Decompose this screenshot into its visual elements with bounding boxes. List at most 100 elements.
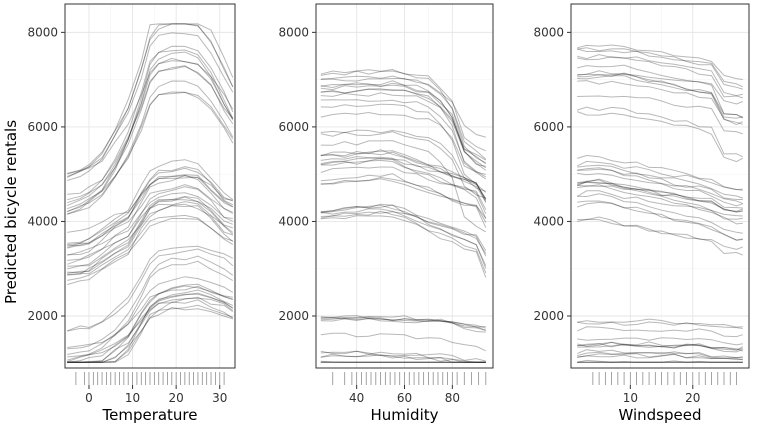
ice-curve (577, 75, 744, 119)
panel-temperature: 0 10 20 30 2000 4000 6000 8000 Temperature (27, 3, 236, 424)
panel-frame (64, 3, 236, 369)
x-tick-label: 20 (169, 391, 184, 405)
ice-curve (577, 178, 743, 213)
ice-curve (320, 129, 486, 192)
ice-curve (320, 315, 486, 329)
ice-curve (67, 201, 234, 270)
ice-curve (577, 64, 744, 118)
ice-curve (67, 186, 233, 267)
ice-curve (67, 23, 234, 174)
ice-curve (320, 317, 486, 328)
ice-curve (320, 315, 486, 331)
ice-curve (577, 54, 743, 97)
ice-curve (320, 316, 486, 331)
ice-curve (577, 351, 743, 359)
ice-curve (320, 360, 486, 363)
x-tick-label: 40 (349, 391, 364, 405)
ice-curve (67, 23, 234, 181)
ice-curve (67, 283, 233, 363)
ice-curve (67, 23, 234, 177)
ice-curve (320, 149, 487, 203)
y-tick-label: 4000 (533, 214, 564, 228)
ice-curve (577, 343, 743, 353)
y-tick-label: 6000 (278, 120, 309, 134)
ice-curve (320, 88, 487, 180)
ice-curve (67, 65, 234, 207)
ice-curve (320, 156, 487, 200)
ice-curve (577, 341, 743, 352)
ice-curve (320, 204, 487, 254)
x-axis-title: Temperature (101, 406, 197, 424)
ice-curve (67, 285, 233, 348)
ice-curve (577, 47, 743, 90)
x-tick-label: 10 (125, 391, 140, 405)
x-tick-label: 0 (85, 391, 93, 405)
ice-curve (67, 175, 233, 233)
y-tick-label: 2000 (27, 309, 58, 323)
ice-curve (67, 184, 234, 247)
ice-curve (320, 151, 487, 202)
ice-curve (67, 285, 233, 363)
x-axis-title: Humidity (370, 406, 438, 424)
ice-curve (577, 353, 743, 361)
ice-curve (320, 70, 487, 164)
y-tick-label: 8000 (533, 25, 564, 39)
y-tick-label: 8000 (27, 25, 58, 39)
y-tick-label: 2000 (533, 309, 564, 323)
ice-curve (66, 91, 234, 213)
ice-curve (576, 190, 743, 217)
ice-curve (320, 131, 486, 199)
ice-curve (320, 353, 486, 363)
rug-strip (571, 371, 749, 386)
x-tick-label: 30 (212, 391, 227, 405)
ice-curve (67, 255, 234, 350)
ice-curve (320, 350, 486, 363)
ice-curve (577, 73, 743, 119)
x-tick-label: 60 (397, 391, 412, 405)
ice-curve (320, 211, 487, 252)
ice-curve (320, 215, 487, 278)
ice-curve (320, 178, 487, 219)
x-tick-label: 10 (623, 391, 638, 405)
panel-frame (570, 3, 750, 369)
ice-curve (320, 92, 487, 169)
ice-curve (577, 168, 743, 205)
ice-curve (320, 203, 487, 257)
ice-curve (320, 78, 486, 138)
ice-curve (320, 68, 487, 152)
ice-curve (577, 48, 744, 88)
ice-curve (320, 166, 487, 210)
ice-curve (320, 317, 486, 333)
ice-curve (577, 44, 743, 80)
ice-curve (67, 297, 234, 361)
ice-curve (67, 32, 234, 175)
ice-curve (576, 326, 743, 338)
ice-curve (320, 157, 487, 219)
ice-curve (67, 192, 233, 256)
ice-curve (67, 245, 234, 332)
ice-curve (577, 181, 743, 220)
ice-curve (577, 167, 743, 200)
ice-curve (577, 172, 743, 207)
ice-curve (320, 82, 486, 167)
ice-curve (577, 200, 743, 241)
ice-curve (67, 166, 234, 256)
ice-curve (320, 140, 487, 233)
ice-curve (320, 80, 487, 171)
ice-curve (577, 337, 743, 346)
ice-curve (67, 91, 234, 210)
ice-curve (66, 60, 234, 178)
ice-curve (67, 80, 234, 215)
ice-curve (67, 203, 233, 274)
ice-curve (67, 306, 233, 363)
ice-curve (67, 174, 234, 265)
panel-humidity: 40 60 80 2000 4000 6000 8000 Humidity (278, 3, 494, 424)
ice-curve (577, 321, 743, 329)
ice-curve (577, 164, 743, 199)
ice-curve (320, 204, 487, 269)
ice-curve (577, 95, 743, 135)
ice-curve (577, 349, 743, 359)
x-tick-label: 20 (685, 391, 700, 405)
ice-curve (67, 276, 234, 355)
